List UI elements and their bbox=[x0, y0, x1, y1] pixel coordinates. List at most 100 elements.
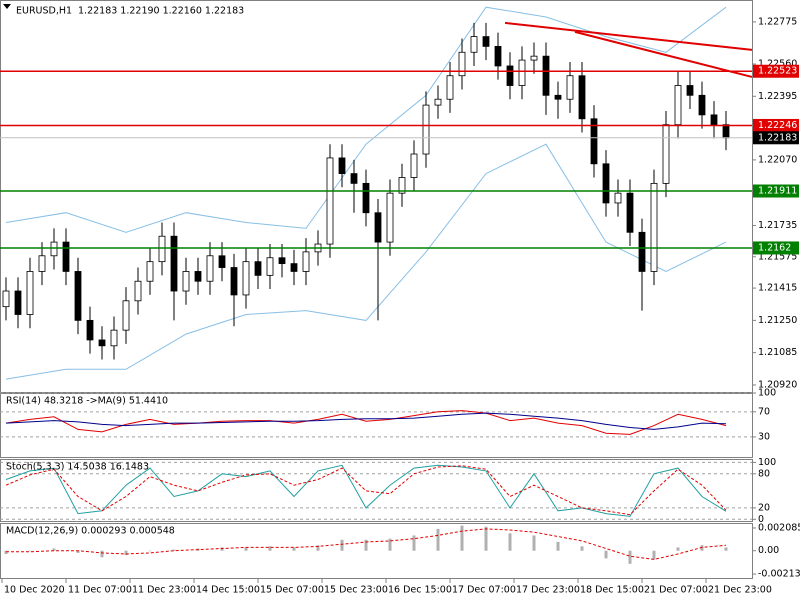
indicator-line bbox=[5, 464, 727, 517]
x-tick-label: 15 Dec 23:00 bbox=[324, 585, 388, 596]
macd-bar bbox=[148, 550, 152, 552]
macd-bar bbox=[244, 547, 248, 551]
candle-body bbox=[158, 235, 166, 263]
candle-body bbox=[170, 235, 178, 292]
candle-body bbox=[290, 263, 298, 272]
indicator-title: MACD(12,26,9) 0.000293 0.000548 bbox=[6, 526, 175, 537]
x-tick-label: 11 Dec 07:00 bbox=[68, 585, 132, 596]
y-tick-label: 1.22775 bbox=[758, 16, 797, 27]
macd-bar bbox=[172, 549, 176, 551]
macd-bar bbox=[412, 535, 416, 551]
macd-bar bbox=[436, 528, 440, 551]
candle-body bbox=[398, 177, 406, 194]
x-tick-label: 17 Dec 23:00 bbox=[516, 585, 580, 596]
macd-bar bbox=[4, 550, 8, 554]
candle-body bbox=[722, 124, 730, 139]
candle-body bbox=[446, 75, 454, 100]
level-label: 1.22523 bbox=[753, 64, 799, 78]
y-tick-label: 1.21085 bbox=[758, 347, 797, 358]
y-tick-label: 1.21415 bbox=[758, 283, 797, 294]
level-label-text: 1.21911 bbox=[758, 186, 797, 197]
candle-body bbox=[602, 163, 610, 204]
candle-body bbox=[110, 329, 118, 347]
candle-body bbox=[326, 157, 334, 245]
y-tick-label: 1.21735 bbox=[758, 220, 797, 231]
macd-bar bbox=[676, 547, 680, 551]
trend-line bbox=[504, 21, 753, 51]
candle-body bbox=[410, 153, 418, 178]
indicator-line bbox=[5, 412, 727, 430]
y-tick-label: -0.002139 bbox=[758, 569, 800, 580]
y-tick-label: 1.21575 bbox=[758, 251, 797, 262]
frames bbox=[0, 0, 753, 579]
candle-body bbox=[686, 85, 694, 96]
main-frame bbox=[0, 0, 753, 393]
candle-body bbox=[50, 241, 58, 257]
candle-body bbox=[302, 251, 310, 272]
candle-body bbox=[146, 261, 154, 282]
macd-bar bbox=[604, 550, 608, 559]
indicator-line bbox=[5, 410, 727, 435]
candle-body bbox=[38, 255, 46, 272]
x-tick-label: 10 Dec 2020 bbox=[4, 585, 65, 596]
x-tick-label: 15 Dec 07:00 bbox=[260, 585, 324, 596]
macd-bar bbox=[28, 550, 32, 552]
candle-body bbox=[674, 85, 682, 126]
y-tick-label: 80 bbox=[758, 468, 770, 479]
level-label: 1.2162 bbox=[753, 241, 799, 255]
candle-body bbox=[254, 261, 262, 276]
macd-bar bbox=[100, 550, 104, 558]
candle-body bbox=[458, 51, 466, 77]
y-tick-label: 0 bbox=[758, 514, 764, 525]
chart-subtitle: 1.22183 1.22190 1.22160 1.22183 bbox=[78, 6, 244, 17]
candle-body bbox=[74, 271, 82, 321]
menu-triangle[interactable] bbox=[3, 4, 11, 9]
candle-body bbox=[470, 36, 478, 53]
candle-body bbox=[374, 212, 382, 243]
candle-body bbox=[698, 94, 706, 116]
y-tick-label: 100 bbox=[758, 457, 776, 468]
candle-body bbox=[14, 290, 22, 315]
macd-bar bbox=[628, 550, 632, 564]
candle-body bbox=[194, 271, 202, 282]
indicator-title: RSI(14) 48.3218 ->MA(9) 51.4410 bbox=[6, 396, 168, 407]
trend-line bbox=[574, 30, 753, 78]
candle-body bbox=[2, 290, 10, 308]
macd-signal bbox=[6, 528, 727, 560]
candle-body bbox=[218, 255, 226, 268]
macd-bar bbox=[364, 539, 368, 551]
chart-title: EURUSD,H1 bbox=[16, 6, 72, 17]
y-tick-label: 100 bbox=[758, 388, 776, 399]
macd-bar bbox=[292, 547, 296, 551]
candle-body bbox=[638, 231, 646, 272]
candle-body bbox=[206, 255, 214, 282]
bollinger-band bbox=[5, 143, 727, 380]
macd-bar bbox=[724, 547, 728, 551]
level-label-box bbox=[753, 64, 799, 78]
candle-body bbox=[122, 300, 130, 331]
rsi-frame bbox=[0, 393, 753, 458]
candle-body bbox=[230, 267, 238, 296]
candle-body bbox=[626, 192, 634, 233]
macd-bar bbox=[652, 550, 656, 560]
candle-body bbox=[710, 114, 718, 126]
level-label: 1.22183 bbox=[753, 131, 799, 145]
x-tick-label: 11 Dec 23:00 bbox=[132, 585, 196, 596]
level-label-text: 1.22183 bbox=[758, 132, 797, 143]
level-label-text: 1.2162 bbox=[758, 242, 791, 253]
y-tick-label: 0.00 bbox=[758, 545, 779, 556]
candle-body bbox=[338, 157, 346, 174]
candle-body bbox=[614, 192, 622, 204]
candle-body bbox=[434, 98, 442, 106]
x-tick-label: 17 Dec 07:00 bbox=[452, 585, 516, 596]
candle-body bbox=[62, 241, 70, 272]
candle-body bbox=[86, 319, 94, 341]
macd-bar bbox=[484, 526, 488, 551]
candle-body bbox=[554, 94, 562, 100]
macd-bar bbox=[268, 546, 272, 551]
x-tick-label: 21 Dec 23:00 bbox=[708, 585, 772, 596]
candle-body bbox=[578, 75, 586, 120]
candle-body bbox=[590, 118, 598, 165]
